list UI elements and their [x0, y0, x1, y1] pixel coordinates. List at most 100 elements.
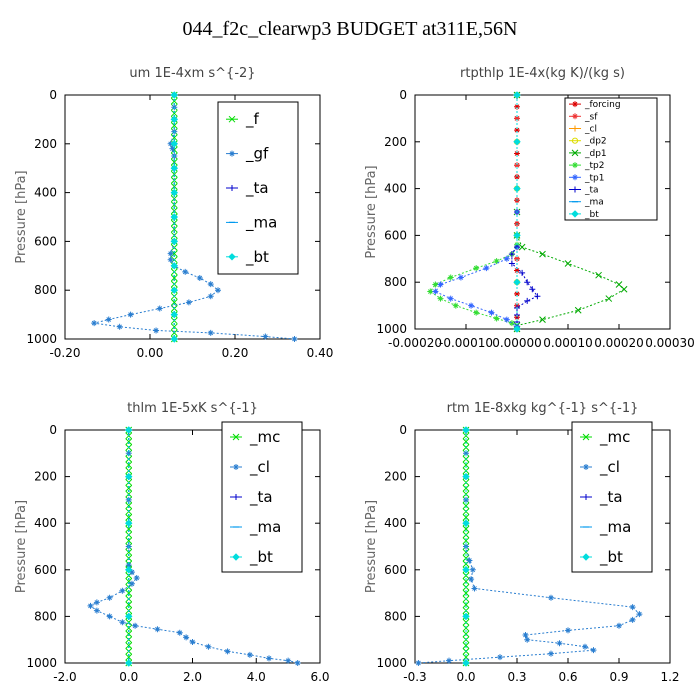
- legend-label: _bt: [584, 210, 599, 220]
- data-point: [524, 279, 531, 286]
- series-cl: [87, 427, 301, 666]
- series-tp1: [432, 92, 520, 332]
- data-point: [529, 286, 536, 293]
- data-point: [534, 293, 541, 300]
- y-tick-label: 0: [399, 88, 407, 102]
- y-tick-label: 1000: [376, 656, 407, 670]
- legend-label: _ta: [584, 186, 599, 196]
- legend-marker: [572, 125, 578, 132]
- data-point: [473, 265, 480, 272]
- legend: _f _gf _ta _ma _bt: [217, 101, 299, 275]
- data-point: [170, 274, 178, 282]
- y-tick-label: 0: [49, 88, 57, 102]
- data-point: [437, 295, 444, 302]
- data-point: [125, 589, 133, 597]
- panel-2: rtpthlp 1E-4x(kg K)/(kg s) Pressure [hPa]…: [364, 66, 695, 350]
- data-point: [462, 519, 470, 527]
- data-point: [503, 255, 510, 262]
- series-bt: [170, 91, 178, 343]
- y-tick-label: 600: [34, 563, 57, 577]
- legend-label: _mc: [249, 428, 280, 447]
- y-tick-label: 400: [384, 182, 407, 196]
- data-point: [93, 599, 100, 606]
- data-point: [462, 438, 470, 446]
- data-point: [125, 461, 133, 469]
- data-point: [105, 316, 112, 323]
- legend-label: _bt: [245, 248, 269, 267]
- x-tick-label: 2.0: [183, 670, 202, 684]
- panel-3: thlm 1E-5xK s^{-1} Pressure [hPa] 0 200 400 6…: [14, 401, 330, 684]
- data-point: [457, 274, 464, 281]
- legend-marker: [233, 464, 239, 470]
- data-point: [125, 502, 133, 510]
- data-point: [462, 472, 470, 481]
- data-point: [215, 287, 221, 294]
- data-point: [156, 305, 163, 312]
- data-point: [125, 642, 133, 649]
- data-point: [170, 164, 178, 172]
- data-point: [524, 297, 531, 304]
- data-point: [125, 624, 133, 632]
- data-point: [574, 306, 582, 314]
- legend-label: _forcing: [584, 100, 621, 110]
- legend-marker: [572, 174, 578, 181]
- data-point: [125, 537, 133, 545]
- data-point: [629, 604, 636, 611]
- data-point: [125, 659, 133, 667]
- data-point: [462, 461, 470, 469]
- y-tick-label: 600: [384, 228, 407, 242]
- legend-marker: [582, 433, 590, 441]
- x-tick-label: -0.00010: [439, 336, 493, 350]
- data-point: [170, 299, 178, 306]
- data-point: [468, 302, 475, 309]
- data-point: [432, 288, 439, 295]
- data-point: [605, 295, 613, 302]
- legend-label: _tp2: [584, 161, 604, 171]
- plot-frame: [414, 429, 671, 664]
- data-point: [125, 472, 133, 481]
- data-point: [119, 619, 126, 626]
- y-tick-label: 1000: [26, 332, 57, 346]
- data-point: [556, 640, 563, 647]
- data-point: [629, 616, 636, 623]
- x-tick-label: 6.0: [310, 670, 329, 684]
- data-point: [205, 643, 212, 650]
- series-bt: [513, 91, 521, 333]
- figure-title: 044_f2c_clearwp3 BUDGET at311E,56N: [182, 18, 518, 40]
- x-tick-label: 4.0: [247, 670, 266, 684]
- data-point: [471, 585, 478, 592]
- data-point: [119, 587, 126, 594]
- legend-marker: [583, 494, 589, 500]
- data-point: [106, 594, 113, 601]
- data-point: [432, 281, 439, 288]
- data-point: [514, 162, 520, 169]
- data-point: [125, 426, 133, 434]
- data-point: [447, 295, 454, 302]
- data-point: [462, 566, 470, 574]
- data-point: [125, 653, 133, 661]
- series-line: [429, 95, 518, 330]
- legend-label: _f: [245, 110, 260, 129]
- data-point: [128, 580, 135, 587]
- data-point: [514, 115, 520, 122]
- data-point: [132, 622, 139, 629]
- data-point: [462, 659, 470, 667]
- data-point: [595, 271, 602, 279]
- data-point: [170, 91, 178, 99]
- y-tick-label: 800: [34, 283, 57, 297]
- legend-marker: [229, 185, 235, 191]
- legend-label: _bt: [599, 548, 623, 567]
- data-point: [170, 262, 178, 270]
- legend: _forcing _sf _cl _dp2 _dp1 _tp2 _tp1 _ta _ma _bt: [564, 97, 658, 221]
- data-point: [185, 299, 192, 306]
- data-point: [462, 624, 470, 632]
- data-point: [468, 576, 475, 583]
- x-tick-label: -2.0: [53, 670, 76, 684]
- y-tick-label: 400: [384, 516, 407, 530]
- legend-label: _mc: [599, 428, 630, 447]
- data-point: [170, 213, 178, 221]
- legend-label: _gf: [245, 145, 269, 164]
- legend-label: _tp1: [584, 173, 604, 183]
- y-axis-label: Pressure [hPa]: [14, 170, 29, 263]
